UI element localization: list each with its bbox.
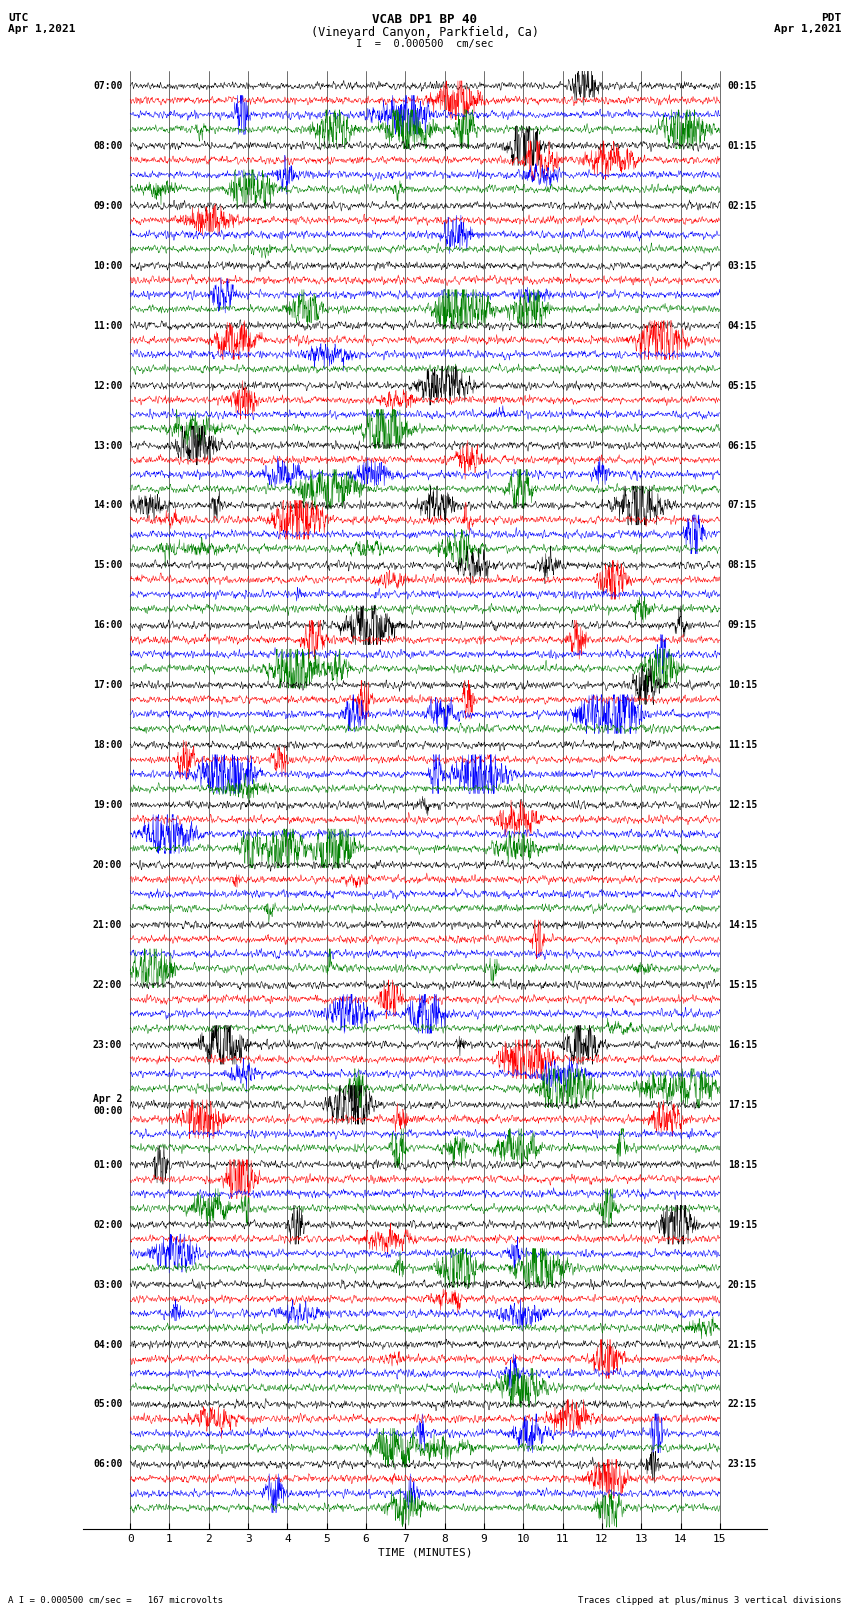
Text: (Vineyard Canyon, Parkfield, Ca): (Vineyard Canyon, Parkfield, Ca) bbox=[311, 26, 539, 39]
Text: 03:00: 03:00 bbox=[93, 1279, 122, 1289]
Text: 18:00: 18:00 bbox=[93, 740, 122, 750]
Text: 06:00: 06:00 bbox=[93, 1460, 122, 1469]
Text: 15:00: 15:00 bbox=[93, 560, 122, 571]
Text: 03:15: 03:15 bbox=[728, 261, 757, 271]
Text: 10:15: 10:15 bbox=[728, 681, 757, 690]
Text: 10:00: 10:00 bbox=[93, 261, 122, 271]
Text: 08:00: 08:00 bbox=[93, 140, 122, 152]
Text: 07:15: 07:15 bbox=[728, 500, 757, 510]
Text: 02:15: 02:15 bbox=[728, 200, 757, 211]
Text: 01:15: 01:15 bbox=[728, 140, 757, 152]
Text: 04:00: 04:00 bbox=[93, 1339, 122, 1350]
Text: PDT: PDT bbox=[821, 13, 842, 23]
Text: 22:00: 22:00 bbox=[93, 981, 122, 990]
Text: 13:00: 13:00 bbox=[93, 440, 122, 450]
Text: 05:15: 05:15 bbox=[728, 381, 757, 390]
Text: 16:00: 16:00 bbox=[93, 621, 122, 631]
Text: 00:15: 00:15 bbox=[728, 81, 757, 90]
Text: VCAB DP1 BP 40: VCAB DP1 BP 40 bbox=[372, 13, 478, 26]
Text: 01:00: 01:00 bbox=[93, 1160, 122, 1169]
Text: Apr 1,2021: Apr 1,2021 bbox=[8, 24, 76, 34]
Text: 18:15: 18:15 bbox=[728, 1160, 757, 1169]
Text: 20:15: 20:15 bbox=[728, 1279, 757, 1289]
Text: 17:15: 17:15 bbox=[728, 1100, 757, 1110]
Text: Apr 1,2021: Apr 1,2021 bbox=[774, 24, 842, 34]
Text: 08:15: 08:15 bbox=[728, 560, 757, 571]
Text: 21:15: 21:15 bbox=[728, 1339, 757, 1350]
X-axis label: TIME (MINUTES): TIME (MINUTES) bbox=[377, 1548, 473, 1558]
Text: 11:00: 11:00 bbox=[93, 321, 122, 331]
Text: 14:15: 14:15 bbox=[728, 919, 757, 931]
Text: 19:00: 19:00 bbox=[93, 800, 122, 810]
Text: 17:00: 17:00 bbox=[93, 681, 122, 690]
Text: 04:15: 04:15 bbox=[728, 321, 757, 331]
Text: 06:15: 06:15 bbox=[728, 440, 757, 450]
Text: 20:00: 20:00 bbox=[93, 860, 122, 869]
Text: 21:00: 21:00 bbox=[93, 919, 122, 931]
Text: 07:00: 07:00 bbox=[93, 81, 122, 90]
Text: 13:15: 13:15 bbox=[728, 860, 757, 869]
Text: Traces clipped at plus/minus 3 vertical divisions: Traces clipped at plus/minus 3 vertical … bbox=[578, 1595, 842, 1605]
Text: 16:15: 16:15 bbox=[728, 1040, 757, 1050]
Text: 11:15: 11:15 bbox=[728, 740, 757, 750]
Text: Apr 2
00:00: Apr 2 00:00 bbox=[93, 1094, 122, 1116]
Text: 09:15: 09:15 bbox=[728, 621, 757, 631]
Text: 14:00: 14:00 bbox=[93, 500, 122, 510]
Text: 12:00: 12:00 bbox=[93, 381, 122, 390]
Text: 02:00: 02:00 bbox=[93, 1219, 122, 1229]
Text: 09:00: 09:00 bbox=[93, 200, 122, 211]
Text: 15:15: 15:15 bbox=[728, 981, 757, 990]
Text: 05:00: 05:00 bbox=[93, 1400, 122, 1410]
Text: UTC: UTC bbox=[8, 13, 29, 23]
Text: 19:15: 19:15 bbox=[728, 1219, 757, 1229]
Text: 22:15: 22:15 bbox=[728, 1400, 757, 1410]
Text: 23:15: 23:15 bbox=[728, 1460, 757, 1469]
Text: 23:00: 23:00 bbox=[93, 1040, 122, 1050]
Text: 12:15: 12:15 bbox=[728, 800, 757, 810]
Text: I  =  0.000500  cm/sec: I = 0.000500 cm/sec bbox=[356, 39, 494, 48]
Text: A I = 0.000500 cm/sec =   167 microvolts: A I = 0.000500 cm/sec = 167 microvolts bbox=[8, 1595, 224, 1605]
